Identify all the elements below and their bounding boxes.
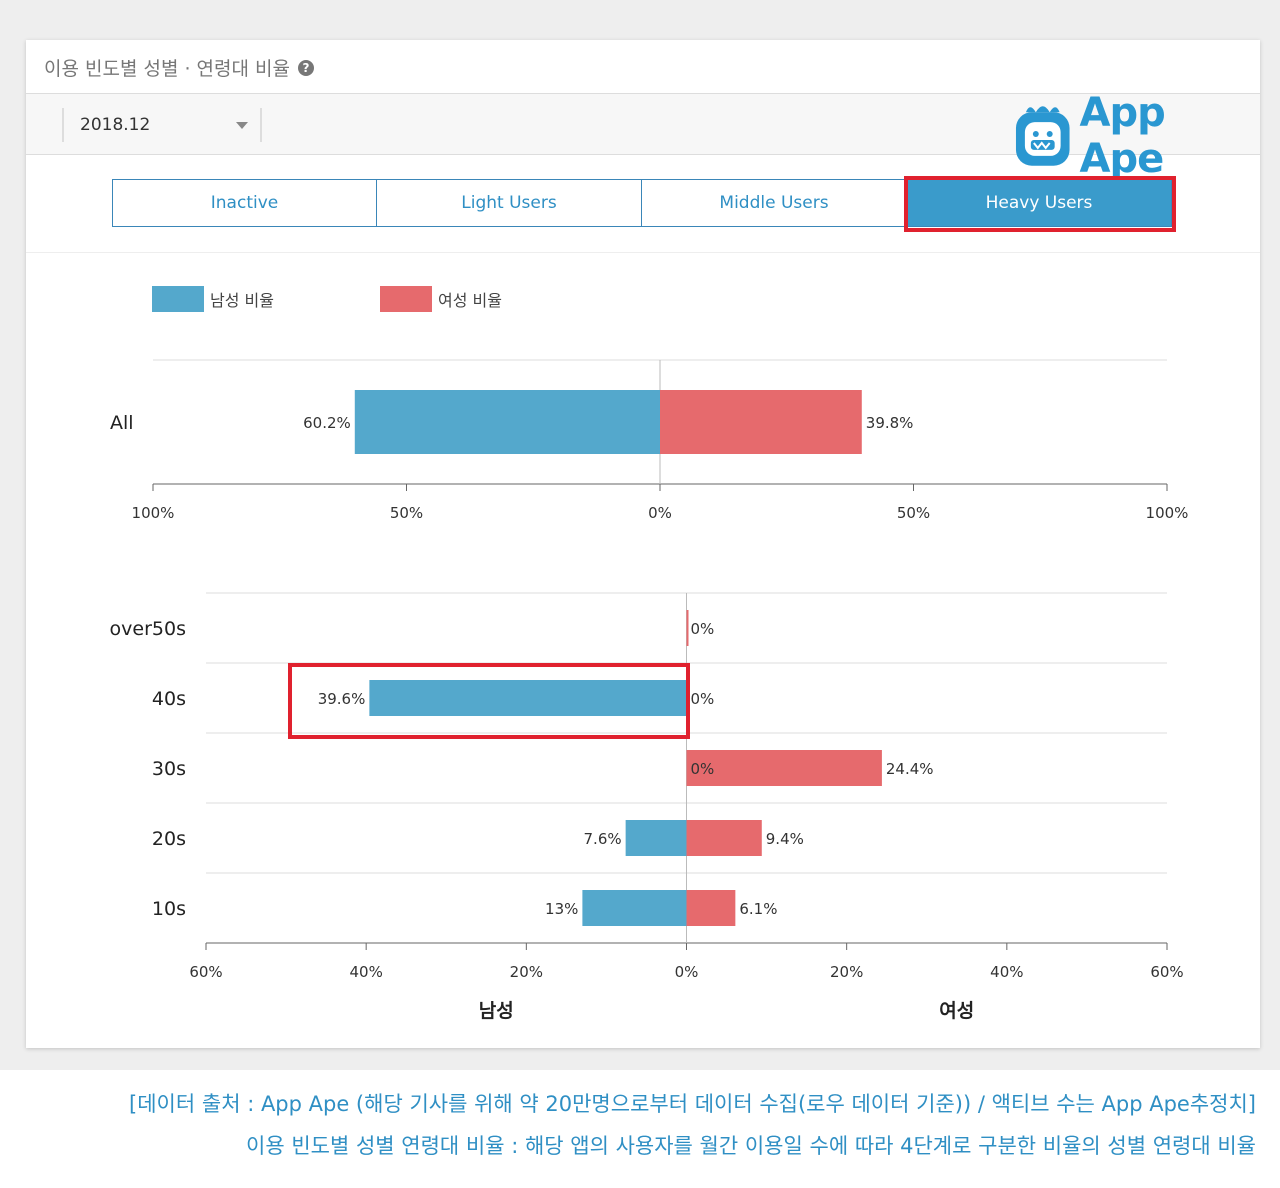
bar-female xyxy=(686,890,736,926)
bar-female xyxy=(660,390,862,454)
chart-age-groups: over50s 0% 40s 39.6% 0% 30s 24.4% 0% 20s 7.6% 9.4%… xyxy=(110,592,1184,1022)
data-label-female: 24.4% xyxy=(886,760,934,778)
category-label: over50s xyxy=(110,618,186,640)
x-tick-label: 0% xyxy=(675,963,699,981)
logo-text: App Ape xyxy=(1079,90,1166,182)
data-label-male: 60.2% xyxy=(303,414,351,432)
x-tick-label: 40% xyxy=(349,963,382,981)
legend-female-label: 여성 비율 xyxy=(438,291,502,310)
bar-male xyxy=(354,390,660,454)
x-tick-label: 60% xyxy=(189,963,222,981)
x-tick-label: 0% xyxy=(648,504,672,522)
category-label: 20s xyxy=(152,828,186,850)
x-tick-label: 50% xyxy=(390,504,423,522)
legend-female-swatch xyxy=(380,286,432,312)
card-title-text: 이용 빈도별 성별 · 연령대 비율 xyxy=(44,58,290,80)
x-tick-label: 50% xyxy=(897,504,930,522)
bar-female xyxy=(686,750,882,786)
data-label-female: 39.8% xyxy=(866,414,914,432)
chart-card: 이용 빈도별 성별 · 연령대 비율 ? 2018.12 App Ape Ina… xyxy=(26,40,1260,1048)
footnote-definition: 이용 빈도별 성별 연령대 비율 : 해당 앱의 사용자를 월간 이용일 수에 … xyxy=(246,1134,1256,1158)
period-select-value: 2018.12 xyxy=(80,115,151,135)
help-icon[interactable]: ? xyxy=(298,59,314,76)
data-label-male: 13% xyxy=(545,900,578,918)
legend-male: 남성 비율 xyxy=(152,286,274,312)
data-label-male: 39.6% xyxy=(318,690,366,708)
highlight-box-40s xyxy=(288,663,690,739)
footnote-source: [데이터 출처 : App Ape (해당 기사를 위해 약 20만명으로부터 … xyxy=(129,1092,1256,1116)
data-label-male: 7.6% xyxy=(584,830,622,848)
toolbar-divider xyxy=(26,154,1260,155)
x-tick-label: 100% xyxy=(132,504,175,522)
user-segment-tabs: Inactive Light Users Middle Users Heavy … xyxy=(112,179,1172,227)
category-label: All xyxy=(110,412,134,434)
tab-light-users[interactable]: Light Users xyxy=(377,179,642,227)
x-tick-label: 40% xyxy=(990,963,1023,981)
bar-male xyxy=(369,680,687,716)
card-title: 이용 빈도별 성별 · 연령대 비율 ? xyxy=(44,54,314,81)
category-label: 30s xyxy=(152,758,186,780)
tab-heavy-users[interactable]: Heavy Users xyxy=(907,179,1172,227)
data-label-female: 0% xyxy=(691,690,715,708)
tab-light-users-label: Light Users xyxy=(461,193,557,213)
data-label-female: 9.4% xyxy=(766,830,804,848)
tabs-divider xyxy=(26,252,1260,253)
x-axis-label-female: 여성 xyxy=(939,1000,974,1022)
app-ape-logo: App Ape xyxy=(1012,90,1260,182)
x-axis-label-male: 남성 xyxy=(479,1000,514,1022)
category-label: 40s xyxy=(152,688,186,710)
title-divider xyxy=(26,93,1260,94)
data-label-female: 0% xyxy=(691,620,715,638)
bar-male xyxy=(625,820,687,856)
category-label: 10s xyxy=(152,898,186,920)
x-tick-label: 20% xyxy=(830,963,863,981)
bar-male xyxy=(582,890,687,926)
data-label-female: 6.1% xyxy=(739,900,777,918)
legend-male-swatch xyxy=(152,286,204,312)
x-tick-label: 60% xyxy=(1150,963,1183,981)
x-tick-label: 20% xyxy=(510,963,543,981)
legend-male-label: 남성 비율 xyxy=(210,291,274,310)
app-ape-logo-icon xyxy=(1015,106,1070,166)
tab-inactive-label: Inactive xyxy=(210,193,279,213)
period-select[interactable]: 2018.12 xyxy=(62,108,262,142)
tab-middle-users-label: Middle Users xyxy=(719,193,829,213)
tab-inactive[interactable]: Inactive xyxy=(112,179,377,227)
chevron-down-icon xyxy=(236,121,248,129)
chart-all: All 60.2% 39.8% 100% 50% 0% 50% 100% xyxy=(110,359,1189,522)
bar-female xyxy=(686,820,762,856)
legend-female: 여성 비율 xyxy=(380,286,502,312)
tab-middle-users[interactable]: Middle Users xyxy=(642,179,907,227)
data-label-zero: 0% xyxy=(691,760,715,778)
tab-heavy-users-label: Heavy Users xyxy=(985,193,1093,213)
x-tick-label: 100% xyxy=(1146,504,1189,522)
